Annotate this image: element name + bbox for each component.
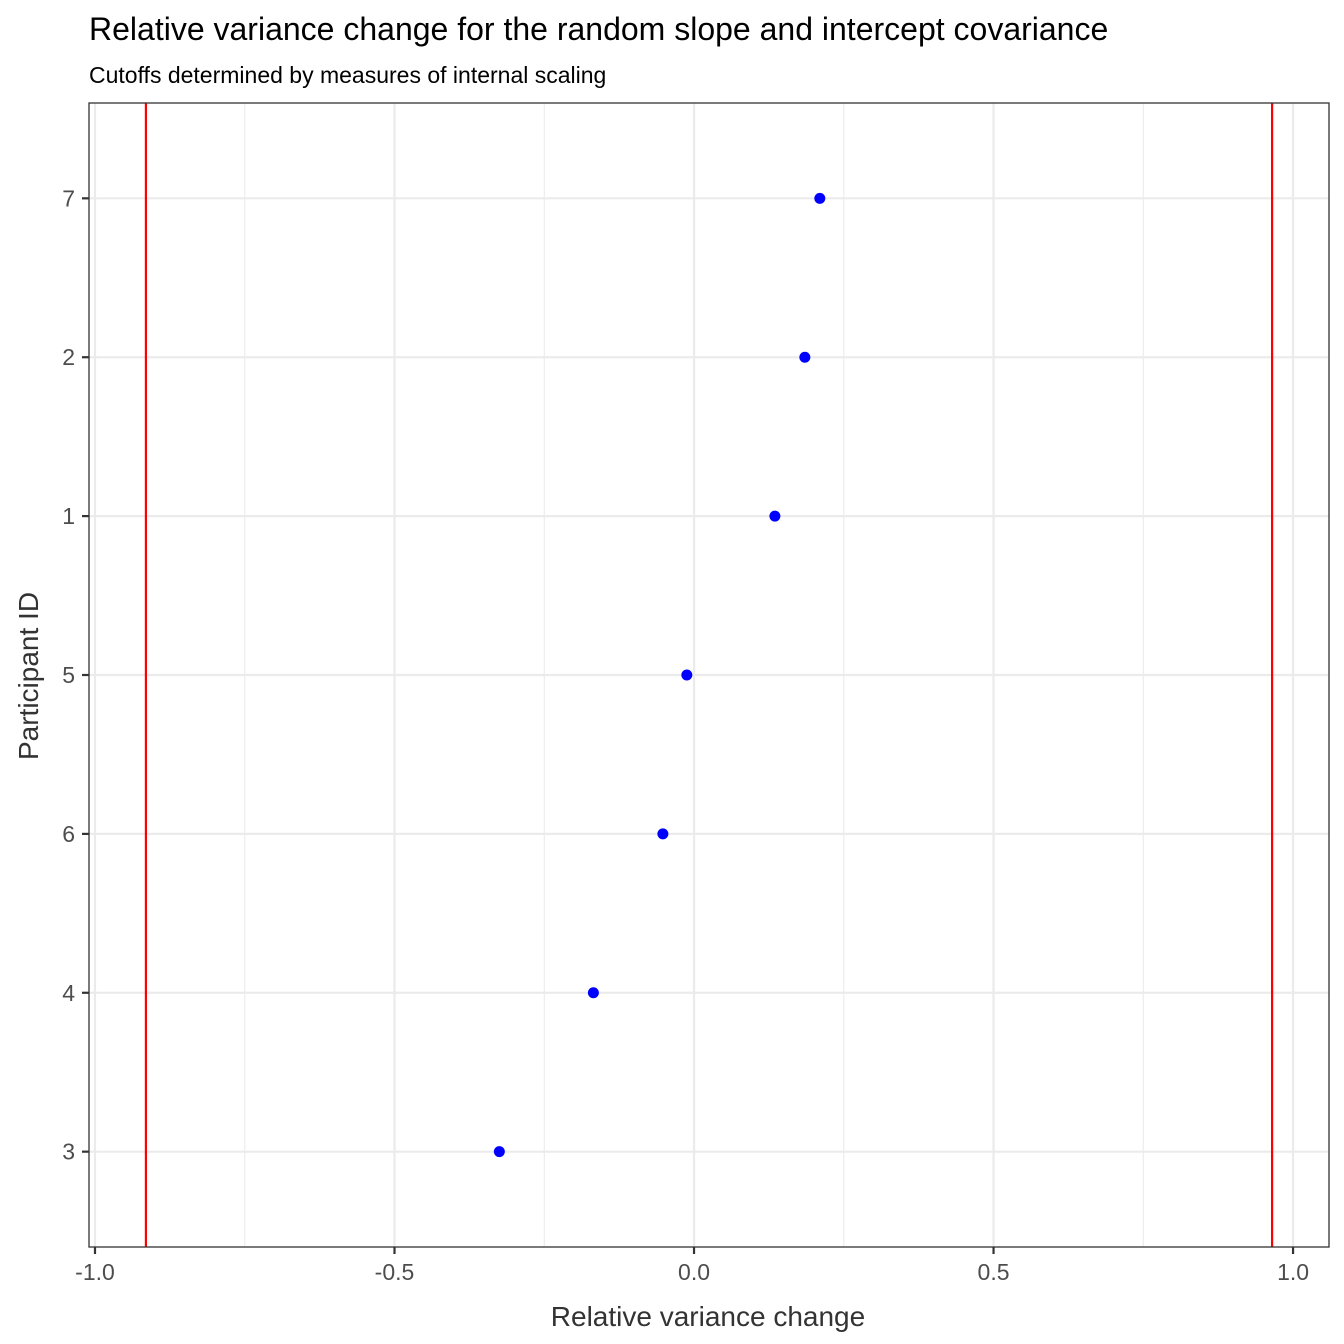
cutoff-lines: [144, 103, 1274, 1247]
x-axis-ticks: -1.0 -0.5 0.0 0.5 1.0: [75, 1247, 1309, 1285]
data-point: [657, 828, 669, 840]
y-axis-ticks: 3 4 6 5 1 2 7: [62, 185, 89, 1165]
data-point: [769, 510, 781, 522]
y-tick-label: 2: [62, 344, 75, 370]
y-tick-label: 4: [62, 980, 75, 1006]
x-tick-label: 1.0: [1277, 1259, 1309, 1285]
data-point: [681, 669, 693, 681]
y-tick-label: 1: [62, 503, 75, 529]
chart-subtitle: Cutoffs determined by measures of intern…: [89, 62, 606, 88]
data-point: [493, 1146, 505, 1158]
data-point: [799, 351, 811, 363]
y-tick-label: 3: [62, 1139, 75, 1165]
y-tick-label: 6: [62, 821, 75, 847]
x-tick-label: -0.5: [375, 1259, 415, 1285]
data-points: [493, 192, 826, 1158]
x-tick-label: 0.5: [978, 1259, 1010, 1285]
x-axis-title: Relative variance change: [551, 1301, 865, 1332]
y-tick-label: 7: [62, 185, 75, 211]
data-point: [587, 987, 599, 999]
x-tick-label: -1.0: [75, 1259, 115, 1285]
chart-title: Relative variance change for the random …: [89, 11, 1108, 47]
grid-major: [89, 103, 1329, 1247]
y-axis-title: Participant ID: [13, 592, 44, 760]
y-tick-label: 5: [62, 662, 75, 688]
x-tick-label: 0.0: [678, 1259, 710, 1285]
data-point: [814, 192, 826, 204]
